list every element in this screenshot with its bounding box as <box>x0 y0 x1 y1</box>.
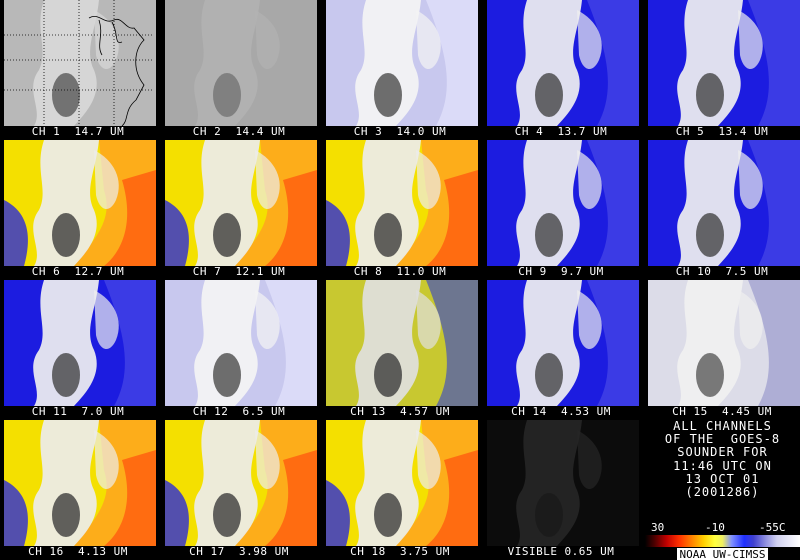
credit-text: NOAA UW-CIMSS <box>677 548 768 560</box>
info-line-3: SOUNDER FOR <box>677 445 768 460</box>
channel-caption: CH 1 14.7 UM <box>31 125 125 138</box>
channel-caption: CH 11 7.0 UM <box>31 405 125 418</box>
channel-caption: CH 2 14.4 UM <box>192 125 286 138</box>
channel-caption: CH 16 4.13 UM <box>28 545 128 558</box>
channel-caption: CH 17 3.98 UM <box>189 545 289 558</box>
channel-caption: CH 8 11.0 UM <box>353 265 447 278</box>
channel-caption: CH 13 4.57 UM <box>350 405 450 418</box>
info-line-1: ALL CHANNELS <box>673 419 772 433</box>
satellite-image <box>487 140 639 266</box>
channel-tile: CH 2 14.4 UM <box>161 0 317 137</box>
channel-tile: VISIBLE 0.65 UM <box>483 420 639 557</box>
channel-tile: CH 5 13.4 UM <box>644 0 800 137</box>
channel-caption: CH 14 4.53 UM <box>511 405 611 418</box>
channel-tile: CH 14 4.53 UM <box>483 280 639 417</box>
satellite-image <box>326 420 478 546</box>
info-line-2: OF THE GOES-8 <box>664 432 781 447</box>
satellite-image <box>4 280 156 406</box>
channel-tile: CH 3 14.0 UM <box>322 0 478 137</box>
channel-tile: CH 12 6.5 UM <box>161 280 317 417</box>
scale-label-cold: -55C <box>759 521 786 534</box>
satellite-image <box>165 280 317 406</box>
satellite-image <box>326 0 478 126</box>
info-panel: ALL CHANNELS OF THE GOES-8 SOUNDER FOR 1… <box>645 419 800 560</box>
satellite-image <box>487 420 639 546</box>
satellite-image <box>487 0 639 126</box>
satellite-image <box>165 420 317 546</box>
satellite-image <box>326 140 478 266</box>
channel-caption: CH 5 13.4 UM <box>675 125 769 138</box>
channel-tile: CH 15 4.45 UM <box>644 280 800 417</box>
scale-label-mid: -10 <box>705 521 725 534</box>
satellite-image <box>4 420 156 546</box>
satellite-image <box>487 280 639 406</box>
channel-tile: CH 4 13.7 UM <box>483 0 639 137</box>
satellite-image <box>648 140 800 266</box>
channel-caption: CH 12 6.5 UM <box>192 405 286 418</box>
info-line-6: (2001286) <box>685 485 760 500</box>
info-line-4: 11:46 UTC ON <box>673 458 772 473</box>
channel-tile: CH 16 4.13 UM <box>0 420 156 557</box>
channel-tile: CH 18 3.75 UM <box>322 420 478 557</box>
info-line-5: 13 OCT 01 <box>685 471 760 486</box>
channel-tile: CH 6 12.7 UM <box>0 140 156 277</box>
channel-caption: CH 4 13.7 UM <box>514 125 608 138</box>
credit-line: NOAA UW-CIMSS <box>645 548 800 560</box>
channel-caption: CH 15 4.45 UM <box>672 405 772 418</box>
temperature-color-scale <box>645 535 800 547</box>
channel-tile: CH 9 9.7 UM <box>483 140 639 277</box>
channel-tile: CH 13 4.57 UM <box>322 280 478 417</box>
satellite-image <box>648 0 800 126</box>
satellite-image <box>648 280 800 406</box>
channel-caption: CH 7 12.1 UM <box>192 265 286 278</box>
satellite-image <box>165 0 317 126</box>
channel-caption: CH 6 12.7 UM <box>31 265 125 278</box>
satellite-image <box>4 140 156 266</box>
channel-tile: CH 8 11.0 UM <box>322 140 478 277</box>
channel-tile: CH 11 7.0 UM <box>0 280 156 417</box>
channel-caption: CH 10 7.5 UM <box>675 265 769 278</box>
channel-caption: VISIBLE 0.65 UM <box>507 545 615 558</box>
satellite-image <box>4 0 156 126</box>
satellite-image <box>326 280 478 406</box>
channel-caption: CH 3 14.0 UM <box>353 125 447 138</box>
channel-tile: CH 17 3.98 UM <box>161 420 317 557</box>
channel-tile: CH 10 7.5 UM <box>644 140 800 277</box>
scale-label-warm: 30 <box>651 521 665 534</box>
channel-tile: CH 7 12.1 UM <box>161 140 317 277</box>
channel-caption: CH 18 3.75 UM <box>350 545 450 558</box>
channel-tile: CH 1 14.7 UM <box>0 0 156 137</box>
channel-caption: CH 9 9.7 UM <box>518 265 604 278</box>
satellite-image <box>165 140 317 266</box>
